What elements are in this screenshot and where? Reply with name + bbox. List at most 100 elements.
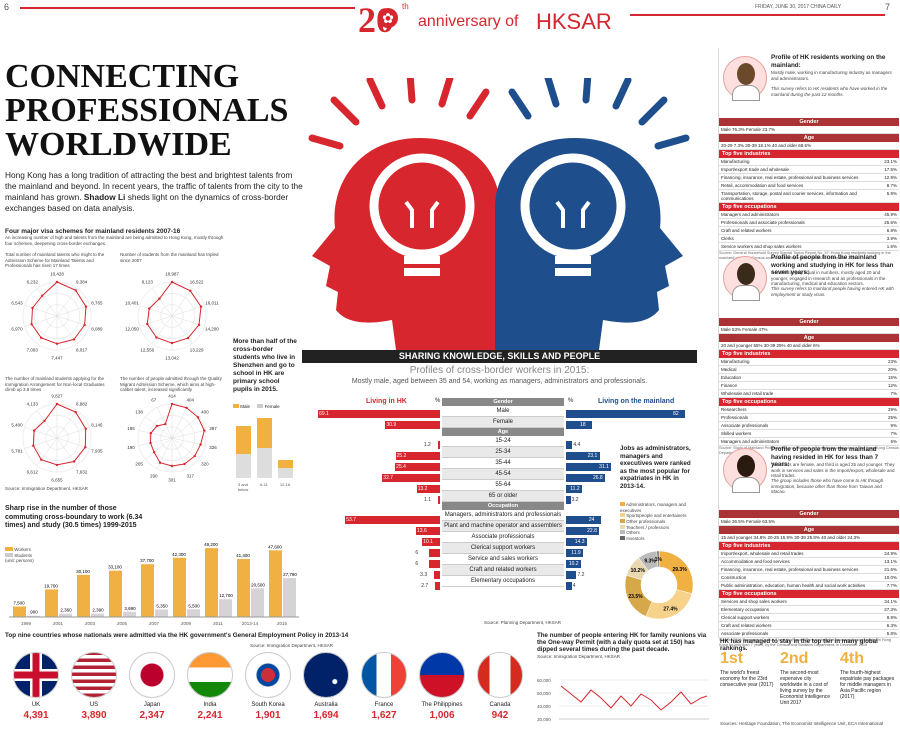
bar-living-mainland (566, 421, 593, 429)
radar-point (152, 451, 156, 454)
radar-point (32, 429, 36, 432)
industry-row: Manufacturing 23% (719, 358, 899, 366)
anniversary-word: anniversary of (418, 13, 519, 30)
page-number-left: 6 (4, 2, 10, 12)
value-living-mainland: 82 (673, 411, 679, 417)
profile-header: Profile of people from the mainland havi… (719, 440, 899, 510)
industry-row: Retail, accommodation and food services 8… (719, 182, 899, 190)
industries-head: Top five industries (719, 150, 899, 158)
bar-living-hk (382, 474, 440, 482)
sharing-subtitle2: Mostly male, aged between 35 and 54, wor… (351, 378, 648, 385)
country-name: India (203, 702, 217, 708)
radar-value-label: 290 (150, 473, 158, 478)
bar-living-hk (435, 582, 440, 590)
right-head: Living on the mainland (598, 398, 675, 405)
legend-students: Students (14, 552, 33, 558)
label-workers: 33,100 (108, 565, 122, 570)
shenzhen-section: More than half of the cross-border stude… (233, 338, 298, 498)
country-name: Australia (314, 702, 338, 708)
occupation-name: Clerical support workers (721, 615, 770, 620)
radar-value-label: 7,093 (27, 347, 39, 352)
radar-point (84, 427, 87, 430)
radar-value-label: 6,543 (11, 301, 23, 306)
category-label: 45-54 (442, 469, 564, 480)
occupation-row: Skilled workers 7% (719, 430, 899, 438)
intro-text: Hong Kong has a long tradition of attrac… (5, 170, 305, 214)
radar-point (30, 323, 33, 326)
x-tick: 2013-14 (242, 621, 259, 626)
avatar-icon (723, 256, 767, 301)
category-label: 15-24 (442, 436, 564, 447)
profile-source: Source: 2016 Population Census Thematic … (719, 638, 891, 647)
value-living-hk: 2.7 (421, 583, 429, 589)
headline: CONNECTING PROFESSIONALS WORLDWIDE (5, 60, 295, 162)
occupation-value: 6.3% (886, 623, 897, 628)
occupation-row: Services and shop sales workers 34.1% (719, 598, 899, 606)
value-living-hk: 3.3 (420, 572, 428, 578)
x-tick: 2001 (53, 621, 64, 626)
rankings-source: Sources: Heritage Foundation, The Econom… (720, 721, 884, 726)
industries-head: Top five industries (719, 542, 899, 550)
radar-point (74, 411, 77, 414)
profile-desc: Two thirds are female, and third is aged… (771, 462, 895, 479)
radar-value-label: 14,200 (205, 326, 219, 331)
bar-students (187, 609, 200, 617)
commute-legend: Workers Students (unit: persons) (5, 547, 55, 564)
occupation-row: Associate professionals 5.8% (719, 630, 899, 638)
label-students: 900 (30, 610, 38, 615)
x-tick: 2009 (181, 621, 192, 626)
bar-living-hk (318, 410, 440, 418)
value-living-hk: 6 (415, 561, 419, 567)
value-living-mainland: 11.9 (571, 550, 581, 556)
value-living-mainland: 18 (580, 422, 586, 428)
occupation-value: 29% (887, 407, 897, 412)
rank-text: The fourth-highest expatriate pay packag… (840, 670, 895, 700)
legend-female: Female (264, 404, 280, 409)
bar-s-female (278, 468, 293, 478)
occupation-row: Professionals 25% (719, 414, 899, 422)
radar1-label: Total number of mainland talents who mig… (5, 252, 105, 269)
blue-bulb-base-2 (555, 268, 591, 276)
visa-title: Four major visa schemes for mainland res… (5, 228, 181, 235)
bar-k-female (236, 454, 251, 478)
bar-living-hk (422, 538, 440, 546)
bar-living-hk (416, 527, 440, 535)
commute-title: Sharp rise in the number of those commut… (5, 505, 143, 529)
x-tick: 1999 (21, 621, 32, 626)
radar-point (183, 462, 186, 466)
radar-value-label: 397 (209, 426, 217, 431)
label-workers: 42,300 (172, 552, 186, 557)
bar-living-hk (429, 560, 440, 568)
country-name: The Philippines (421, 702, 463, 708)
profile-title: Profile of people from the mainland havi… (771, 446, 879, 468)
bar-students (123, 611, 136, 617)
value-living-hk: 1.2 (423, 442, 431, 448)
value-living-mainland: 14.3 (574, 539, 585, 545)
occupation-row: Clerical support workers 9.9% (719, 614, 899, 622)
profile-title: Profile of HK residents working on the m… (771, 54, 886, 69)
label-workers: 7,500 (13, 601, 25, 606)
radar-value-label: 8,017 (76, 347, 88, 352)
pie-legend-item: Administrators, managers and executives (620, 502, 687, 513)
industry-row: Transportation, storage, postal and cour… (719, 190, 899, 203)
category-label: Male (442, 406, 564, 417)
right-column: Profile of HK residents working on the m… (718, 48, 899, 647)
age-row: 20-29 7.3% 30-39 18.1% 40 and older 68.6… (719, 142, 899, 150)
industry-value: 20% (887, 367, 897, 372)
occupation-row: Managers and administrators 45.9% (719, 211, 899, 219)
bar-workers (141, 564, 154, 617)
value-living-hk: 6 (415, 550, 419, 556)
industry-name: Financing, insurance, real estate, profe… (721, 175, 859, 180)
avatar-face (737, 455, 755, 477)
profile3: Profile of people from the mainland havi… (719, 440, 899, 647)
occupation-value: 6% (890, 439, 897, 444)
radar-chart-3: 9,827 8,882 8,146 7,935 7,632 6,655 6,612 5,781… (11, 394, 103, 483)
radar-value-label: 6,232 (27, 280, 39, 285)
bar-living-mainland (566, 463, 612, 471)
radar-value-label: 4,133 (27, 402, 39, 407)
bar-workers (237, 559, 250, 617)
occupations-head: Top five occupations (719, 590, 899, 598)
radar-value-label: 185 (127, 426, 135, 431)
light-rays (308, 78, 690, 150)
pie-label: 27.4% (663, 606, 678, 612)
